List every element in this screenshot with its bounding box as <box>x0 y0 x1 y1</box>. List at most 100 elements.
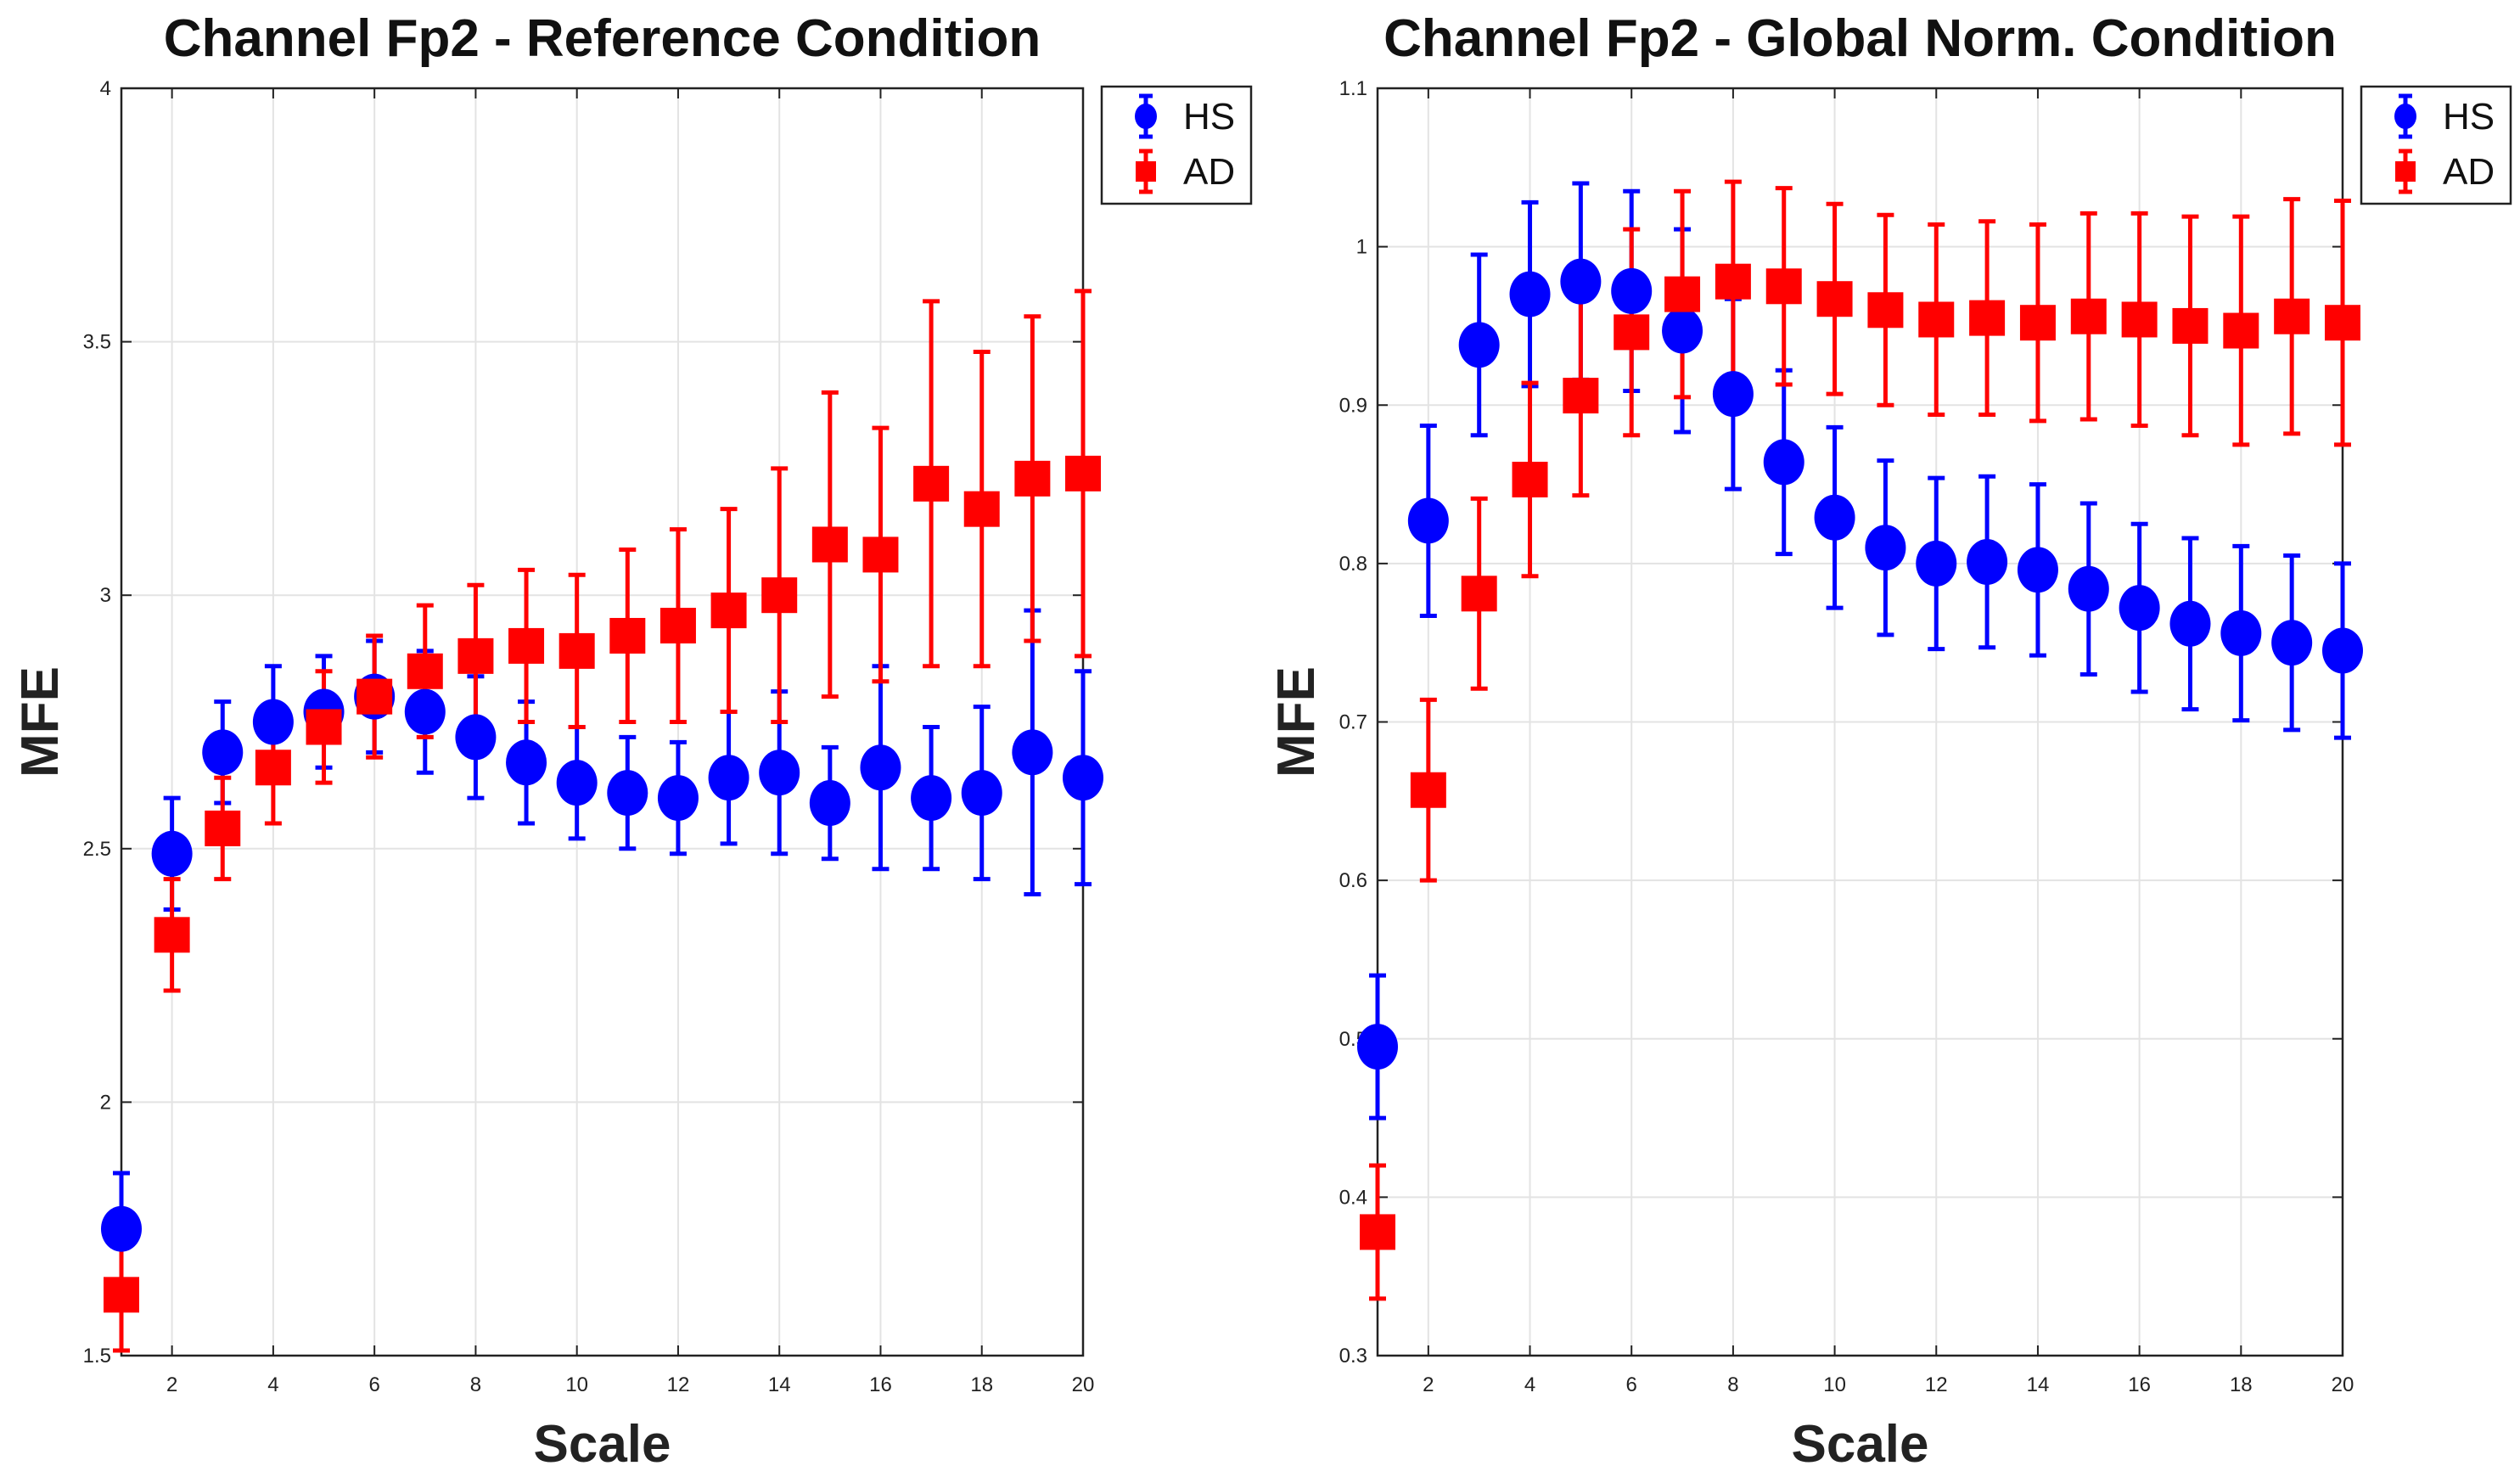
chart-0-title: Channel Fp2 - Reference Condition <box>164 9 1041 68</box>
chart-0-ad-point-14 <box>761 577 798 614</box>
chart-1-x-axis-label: Scale <box>1791 1415 1928 1474</box>
chart-0-hs-point-16 <box>860 744 901 791</box>
chart-1-x-tick-label-5: 12 <box>1925 1373 1948 1396</box>
chart-0-legend-hs-label: HS <box>1183 96 1235 138</box>
chart-0-ad-point-16 <box>862 536 899 573</box>
chart-1-ad-point-2 <box>1410 772 1446 808</box>
chart-1-hs-point-18 <box>2220 609 2262 656</box>
chart-0-x-tick-label-5: 12 <box>667 1373 690 1396</box>
chart-0-x-tick-label-6: 14 <box>768 1373 791 1396</box>
chart-0-hs-point-14 <box>759 750 800 796</box>
chart-0-ad-point-4 <box>255 750 291 786</box>
chart-1-legend-hs-marker <box>2394 104 2416 129</box>
chart-1-hs-point-6 <box>1611 267 1653 314</box>
chart-0-ad-point-13 <box>710 592 747 629</box>
chart-1-ad-point-5 <box>1563 378 1599 414</box>
chart-0-legend-ad-label: AD <box>1183 151 1235 193</box>
chart-1-hs-point-5 <box>1560 258 1602 305</box>
chart-1-ad-point-11 <box>1867 292 1904 329</box>
chart-1-ad-point-15 <box>2070 298 2107 334</box>
chart-1-ad-point-14 <box>2019 305 2056 341</box>
chart-1-title: Channel Fp2 - Global Norm. Condition <box>1383 9 2337 68</box>
chart-1-legend-box <box>2360 85 2512 205</box>
chart-1-y-tick-label-4: 0.7 <box>1339 711 1367 734</box>
chart-1-x-tick-label-6: 14 <box>2027 1373 2050 1396</box>
chart-0-ad-point-12 <box>659 608 696 644</box>
chart-0-hs-point-13 <box>708 755 749 801</box>
chart-0-hs-point-15 <box>809 780 850 827</box>
chart-0-hs-point-17 <box>911 775 952 822</box>
chart-0-hs-point-20 <box>1063 755 1103 801</box>
chart-1-y-tick-label-7: 1 <box>1356 236 1367 259</box>
chart-0-ad-point-15 <box>811 526 848 563</box>
chart-0-ad-point-5 <box>306 709 342 745</box>
chart-0-x-tick-label-2: 6 <box>368 1373 379 1396</box>
chart-0-hs-point-11 <box>607 770 648 817</box>
chart-1-hs-point-16 <box>2119 585 2160 632</box>
chart-1-ad-point-1 <box>1360 1214 1395 1250</box>
chart-0-x-tick-label-1: 4 <box>267 1373 278 1396</box>
chart-1-hs-point-20 <box>2322 627 2363 674</box>
chart-0-hs-point-18 <box>961 770 1002 817</box>
chart-1-ad-point-6 <box>1614 314 1650 351</box>
chart-0-ad-point-17 <box>913 465 950 502</box>
chart-1-y-tick-label-8: 1.1 <box>1339 77 1367 100</box>
chart-1-hs-point-2 <box>1407 497 1449 544</box>
chart-1-hs-point-10 <box>1814 494 1855 541</box>
chart-0-hs-point-1 <box>101 1205 142 1252</box>
chart-0-ad-point-11 <box>609 617 646 654</box>
chart-0-ad-point-6 <box>356 678 393 715</box>
chart-0-ad-point-20 <box>1065 455 1101 491</box>
chart-0-x-axis-label: Scale <box>533 1415 671 1474</box>
chart-1-x-tick-label-4: 10 <box>1823 1373 1846 1396</box>
chart-1-x-tick-label-2: 6 <box>1626 1373 1637 1396</box>
chart-0-ad-point-8 <box>457 637 494 674</box>
chart-1-hs-point-3 <box>1458 322 1500 368</box>
chart-1-ad-point-20 <box>2325 305 2360 341</box>
chart-0-legend-hs-marker <box>1135 104 1157 129</box>
chart-1-hs-point-1 <box>1357 1024 1398 1070</box>
chart-0-hs-point-4 <box>252 699 294 745</box>
chart-panel-global-norm: 2 4 6 8 10 12 14 16 18 200.30.40.50.60.70.80.911.… <box>1267 9 2512 1474</box>
chart-1-ad-point-13 <box>1969 300 2006 336</box>
chart-0-x-tick-label-3: 8 <box>470 1373 481 1396</box>
chart-0-ad-point-9 <box>508 627 545 664</box>
chart-1-y-tick-label-0: 0.3 <box>1339 1345 1367 1367</box>
chart-1-hs-point-19 <box>2271 620 2313 666</box>
chart-0-x-tick-label-0: 2 <box>166 1373 177 1396</box>
chart-0-y-tick-label-0: 1.5 <box>83 1345 111 1367</box>
chart-0-hs-point-2 <box>151 830 193 877</box>
chart-1-y-tick-label-1: 0.4 <box>1339 1186 1367 1209</box>
chart-1-ad-point-9 <box>1765 268 1802 305</box>
chart-1-ad-point-8 <box>1715 263 1751 300</box>
chart-1-legend-hs-label: HS <box>2443 96 2495 138</box>
chart-1-hs-point-4 <box>1509 271 1551 317</box>
chart-1-x-tick-label-7: 16 <box>2128 1373 2151 1396</box>
chart-1-ad-point-10 <box>1816 281 1853 317</box>
chart-0-legend-ad-marker <box>1136 161 1156 182</box>
chart-1-y-tick-label-3: 0.6 <box>1339 869 1367 892</box>
chart-0-y-tick-label-1: 2 <box>100 1091 111 1114</box>
chart-0-ad-point-10 <box>558 632 595 669</box>
chart-1-hs-point-9 <box>1763 439 1804 486</box>
chart-1-legend: HS AD <box>2360 85 2512 205</box>
chart-0-ad-point-18 <box>963 491 1000 527</box>
chart-0-hs-point-9 <box>506 739 547 786</box>
chart-0-hs-point-8 <box>455 714 497 761</box>
chart-1-x-tick-label-8: 18 <box>2230 1373 2253 1396</box>
chart-1-ad-point-12 <box>1918 301 1955 338</box>
chart-0-ad-point-3 <box>205 810 241 846</box>
chart-0-ad-point-1 <box>104 1277 139 1313</box>
chart-1-y-tick-label-5: 0.8 <box>1339 553 1367 576</box>
chart-1-ad-point-18 <box>2223 312 2259 349</box>
chart-1-x-tick-label-1: 4 <box>1524 1373 1535 1396</box>
chart-1-hs-point-14 <box>2017 547 2058 593</box>
chart-1-ad-point-7 <box>1664 276 1701 312</box>
chart-1-hs-point-17 <box>2169 600 2211 647</box>
chart-0-hs-point-10 <box>556 760 598 806</box>
chart-0-hs-point-12 <box>657 775 699 822</box>
chart-1-x-tick-label-9: 20 <box>2332 1373 2354 1396</box>
chart-panel-reference: 2 4 6 8 10 12 14 16 18 20 1.5 2 2.5 3 3.5 4 Channel Fp2 … <box>11 9 1253 1474</box>
chart-1-legend-ad-label: AD <box>2443 151 2495 193</box>
